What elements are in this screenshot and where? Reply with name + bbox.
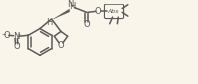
- Text: O: O: [84, 20, 90, 29]
- Text: +: +: [17, 32, 21, 37]
- Text: N: N: [13, 32, 19, 41]
- Text: H: H: [46, 18, 53, 27]
- Text: O: O: [58, 41, 64, 50]
- Text: O: O: [95, 7, 102, 16]
- Text: H: H: [69, 2, 76, 11]
- FancyBboxPatch shape: [105, 4, 124, 19]
- Text: O: O: [13, 42, 20, 51]
- Polygon shape: [53, 9, 69, 19]
- Text: O: O: [3, 31, 10, 40]
- Text: N: N: [67, 0, 74, 9]
- Text: −: −: [1, 31, 6, 36]
- Text: Abs: Abs: [108, 9, 119, 14]
